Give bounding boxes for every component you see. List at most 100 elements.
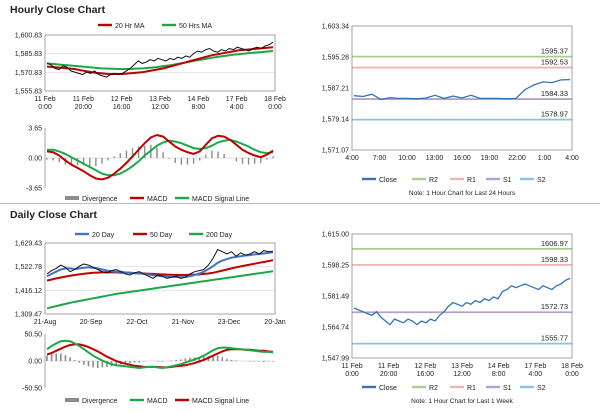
- x-tick-label: 4:00: [345, 155, 359, 162]
- y-tick-label: 0.00: [28, 156, 42, 163]
- x-tick-label: 12 Feb 16:00: [414, 363, 436, 378]
- x-tick-label: 13:00: [426, 155, 444, 162]
- legend-label: Close: [379, 385, 397, 392]
- y-tick-label: 1,416.12: [15, 288, 42, 295]
- legend-label: S2: [537, 385, 546, 392]
- series-line-macd: [46, 339, 274, 370]
- daily-ma-chart: 20 Day 50 Day 200 Day 1,629.43 1,522.78 1,416…: [15, 232, 286, 326]
- legend-swatch: [65, 196, 79, 200]
- level-label-s1: 1572.73: [541, 302, 568, 311]
- daily-levels-chart: 1,615.00 1,598.25 1,581.49 1,564.74 1,547.99…: [322, 232, 583, 406]
- y-tick-label: 3.65: [28, 126, 42, 133]
- legend-label: MACD Signal Line: [192, 196, 249, 203]
- y-tick-label: 1,555.83: [15, 89, 42, 96]
- plot-frame: [44, 242, 276, 315]
- y-tick-label: 1,603.34: [322, 24, 349, 31]
- x-tick-label: 16:00: [453, 155, 471, 162]
- x-tick-label: 17 Feb 4:00: [226, 96, 248, 111]
- plot-frame: [351, 233, 573, 359]
- legend-label: Close: [379, 177, 397, 184]
- level-label-s2: 1555.77: [541, 334, 568, 343]
- x-tick-label: 11 Feb 0:00: [34, 96, 55, 111]
- y-tick-label: 1,581.49: [322, 294, 349, 301]
- x-tick-label: 13 Feb 12:00: [149, 96, 171, 111]
- level-label-r2: 1595.37: [541, 47, 568, 56]
- y-tick-label: 1,615.00: [322, 232, 349, 239]
- y-tick-label: 1,600.83: [15, 33, 42, 40]
- y-tick-label: 50.50: [24, 332, 42, 339]
- x-tick-label: 1:00: [538, 155, 552, 162]
- x-tick-label: 18 Feb 0:00: [561, 363, 583, 378]
- y-tick-label: 1,585.83: [15, 51, 42, 58]
- y-tick-label: 0.00: [28, 359, 42, 366]
- x-tick-label: 17 Feb 4:00: [524, 363, 546, 378]
- legend-label: MACD: [147, 196, 168, 203]
- x-tick-label: 20-Sep: [80, 319, 103, 326]
- legend-label: 20 Day: [92, 232, 115, 239]
- level-label-s1: 1584.33: [541, 89, 568, 98]
- legend-label: S1: [503, 177, 512, 184]
- legend-label: 50 Day: [150, 232, 173, 239]
- y-tick-label: -3.65: [26, 186, 42, 193]
- x-tick-label: 13 Feb 12:00: [451, 363, 473, 378]
- x-tick-label: 23-Dec: [218, 319, 241, 326]
- y-tick-label: -50.50: [22, 386, 42, 393]
- y-tick-label: 1,595.28: [322, 55, 349, 62]
- x-tick-label: 11 Feb 0:00: [341, 363, 362, 378]
- legend-label: 200 Day: [206, 232, 233, 239]
- daily-macd-chart: 50.50 0.00 -50.50 Divergence MACD MACD Signal…: [22, 332, 275, 405]
- y-tick-label: 1,309.47: [15, 312, 42, 319]
- level-label-r2: 1606.97: [541, 239, 568, 248]
- x-tick-label: 19:00: [481, 155, 499, 162]
- hourly-macd-chart: 3.65 0.00 -3.65 Divergence MACD MACD Signal L…: [26, 126, 275, 203]
- legend-label: 50 Hrs MA: [179, 23, 212, 30]
- series-line-close: [46, 248, 274, 279]
- x-tick-label: 22:00: [508, 155, 526, 162]
- x-tick-label: 7:00: [373, 155, 387, 162]
- legend-label: Divergence: [82, 196, 118, 203]
- series-line-close: [353, 277, 571, 326]
- y-tick-label: 1,547.99: [322, 356, 349, 363]
- legend-label: S2: [537, 177, 546, 184]
- hourly-section-title: Hourly Close Chart: [10, 4, 106, 16]
- daily-section-title: Daily Close Chart: [10, 209, 97, 221]
- legend-label: 20 Hr MA: [115, 23, 145, 30]
- x-tick-label: 12 Feb 16:00: [111, 96, 133, 111]
- legend-label: R1: [467, 385, 476, 392]
- legend-label: MACD Signal Line: [192, 398, 249, 405]
- series-line-macd: [46, 133, 274, 181]
- x-tick-label: 20-Jan: [264, 319, 286, 326]
- y-tick-label: 1,570.83: [15, 70, 42, 77]
- y-tick-label: 1,598.25: [322, 263, 349, 270]
- plot-frame: [44, 34, 276, 92]
- hourly-levels-chart: 1,603.34 1,595.28 1,587.21 1,579.14 1,571.07…: [322, 24, 579, 198]
- x-tick-label: 11 Feb 20:00: [378, 363, 399, 378]
- level-label-s2: 1578.97: [541, 110, 568, 119]
- legend-label: S1: [503, 385, 512, 392]
- series-line-signal: [47, 138, 274, 177]
- series-line-20hr-ma: [46, 46, 274, 75]
- x-tick-label: 18 Feb 0:00: [264, 96, 286, 111]
- legend-label: Divergence: [82, 398, 118, 405]
- x-tick-label: 21-Aug: [34, 319, 57, 326]
- series-line-50day: [46, 259, 274, 282]
- level-label-r1: 1598.33: [541, 255, 568, 264]
- level-label-r1: 1592.53: [541, 58, 568, 67]
- y-tick-label: 1,629.43: [15, 241, 42, 248]
- x-tick-label: 22-Oct: [126, 319, 147, 326]
- series-line-close: [46, 41, 274, 78]
- chart-note: Note: 1 Hour Chart for Last 24 Hours: [409, 190, 516, 197]
- chart-note: Note: 1 Hour Chart for Last 1 Week: [411, 398, 514, 405]
- hourly-ma-chart: 20 Hr MA 50 Hrs MA 1,600.83 1,585.83 1,570.8…: [15, 23, 286, 111]
- series-line-200day: [46, 270, 274, 310]
- series-line-close: [353, 78, 571, 101]
- legend-swatch: [65, 398, 79, 402]
- x-tick-label: 10:00: [398, 155, 416, 162]
- y-tick-label: 1,579.14: [322, 117, 349, 124]
- legend-label: R2: [429, 177, 438, 184]
- x-tick-label: 4:00: [565, 155, 579, 162]
- y-tick-label: 1,522.78: [15, 264, 42, 271]
- plot-frame: [351, 25, 573, 151]
- series-line-50hr-ma: [46, 50, 274, 70]
- legend-label: MACD: [147, 398, 168, 405]
